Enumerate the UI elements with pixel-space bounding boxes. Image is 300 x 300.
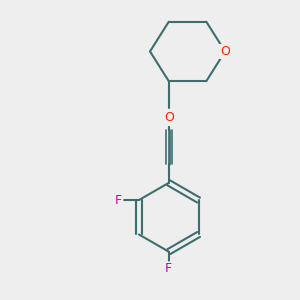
Text: O: O [220,45,230,58]
Text: F: F [165,262,172,275]
Text: F: F [115,194,122,207]
Text: O: O [164,111,174,124]
